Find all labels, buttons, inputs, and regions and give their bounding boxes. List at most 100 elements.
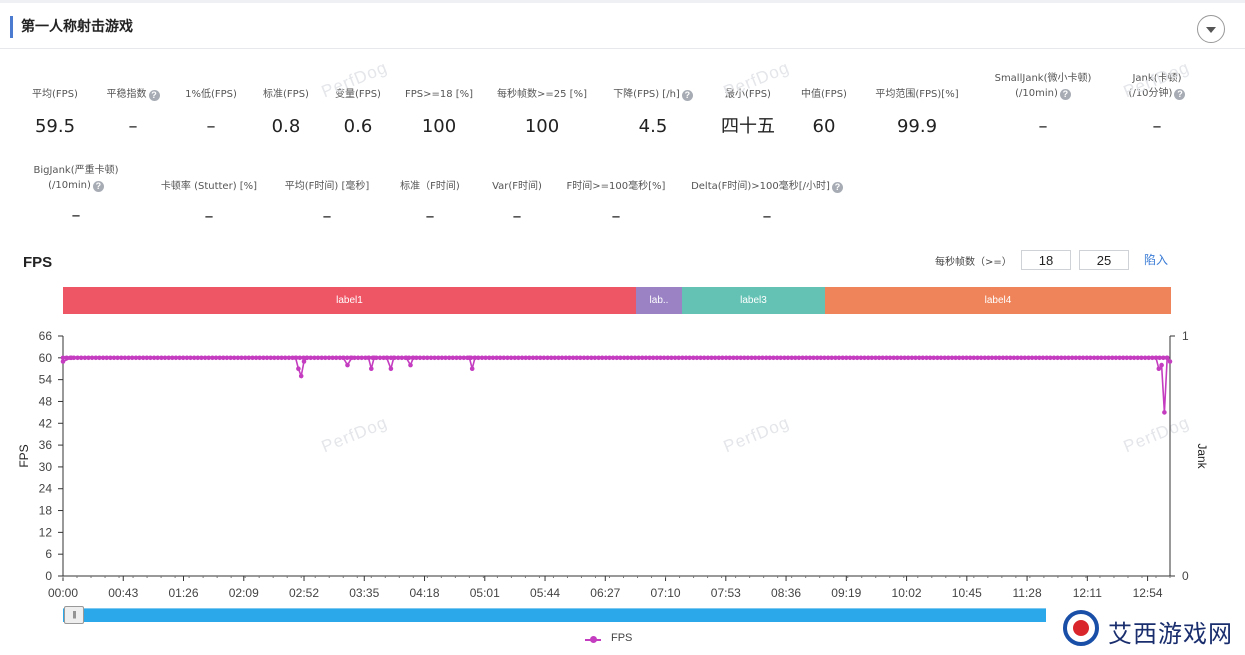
fps-point[interactable]: [964, 355, 969, 361]
fps-point[interactable]: [1000, 355, 1006, 361]
fps-point[interactable]: [898, 355, 904, 361]
fps-point[interactable]: [1139, 355, 1144, 361]
fps-point[interactable]: [818, 355, 824, 361]
fps-point[interactable]: [512, 355, 518, 361]
fps-point[interactable]: [1059, 355, 1064, 361]
fps-point[interactable]: [1110, 355, 1115, 361]
fps-point[interactable]: [982, 355, 988, 361]
fps-point[interactable]: [75, 355, 80, 361]
fps-point[interactable]: [712, 355, 718, 361]
fps-point[interactable]: [173, 355, 179, 361]
fps-point[interactable]: [461, 355, 467, 361]
fps-point[interactable]: [847, 355, 853, 361]
fps-point[interactable]: [315, 355, 321, 361]
fps-point[interactable]: [377, 355, 383, 361]
fps-point[interactable]: [297, 355, 303, 361]
fps-point[interactable]: [654, 355, 660, 361]
fps-point[interactable]: [548, 355, 554, 361]
fps-point[interactable]: [927, 355, 933, 361]
fps-point[interactable]: [771, 355, 776, 361]
fps-point[interactable]: [534, 355, 539, 361]
fps-point[interactable]: [723, 355, 729, 361]
fps-point[interactable]: [355, 355, 361, 361]
fps-point[interactable]: [191, 355, 197, 361]
fps-point[interactable]: [384, 355, 390, 361]
fps-point[interactable]: [931, 355, 936, 361]
fps-point[interactable]: [1077, 355, 1082, 361]
fps-point[interactable]: [89, 355, 95, 361]
fps-point[interactable]: [749, 355, 754, 361]
fps-point[interactable]: [592, 355, 598, 361]
fps-point[interactable]: [487, 355, 492, 361]
fps-point[interactable]: [698, 355, 703, 361]
fps-point[interactable]: [235, 355, 241, 361]
fps-point[interactable]: [1153, 355, 1159, 361]
fps-point[interactable]: [1033, 355, 1039, 361]
fps-point[interactable]: [556, 355, 561, 361]
fps-point[interactable]: [490, 355, 496, 361]
fps-point[interactable]: [137, 355, 142, 361]
fps-point[interactable]: [472, 355, 478, 361]
fps-point[interactable]: [483, 355, 488, 361]
fps-point[interactable]: [1044, 355, 1049, 361]
fps-point[interactable]: [417, 355, 423, 361]
fps-point[interactable]: [425, 355, 430, 361]
fps-point[interactable]: [916, 355, 922, 361]
fps-point[interactable]: [264, 355, 270, 361]
fps-point[interactable]: [989, 355, 995, 361]
fps-point[interactable]: [199, 355, 204, 361]
fps-point[interactable]: [541, 355, 547, 361]
fps-point[interactable]: [108, 355, 113, 361]
fps-point[interactable]: [665, 355, 671, 361]
fps-point[interactable]: [371, 355, 377, 361]
fps-point[interactable]: [1156, 366, 1162, 371]
fps-point[interactable]: [829, 355, 834, 361]
fps-point[interactable]: [388, 366, 394, 371]
fps-point[interactable]: [803, 355, 809, 361]
fps-point[interactable]: [359, 355, 365, 361]
fps-point[interactable]: [807, 355, 813, 361]
fps-point[interactable]: [752, 355, 758, 361]
fps-point[interactable]: [567, 355, 572, 361]
label-segment-3[interactable]: label3: [682, 287, 825, 314]
fps-point[interactable]: [326, 355, 332, 361]
fps-point[interactable]: [691, 355, 696, 361]
fps-point[interactable]: [745, 355, 751, 361]
fps-point[interactable]: [345, 362, 350, 368]
fps-point[interactable]: [411, 355, 416, 361]
fps-point[interactable]: [1022, 355, 1028, 361]
fps-point[interactable]: [1135, 355, 1141, 361]
fps-point[interactable]: [148, 355, 153, 361]
fps-point[interactable]: [672, 355, 678, 361]
legend-fps[interactable]: FPS: [611, 632, 633, 644]
fps-point[interactable]: [661, 355, 667, 361]
fps-point[interactable]: [640, 355, 645, 361]
fps-point[interactable]: [552, 355, 558, 361]
fps-point[interactable]: [78, 355, 84, 361]
fps-point[interactable]: [184, 355, 190, 361]
fps-point[interactable]: [1073, 355, 1079, 361]
threshold-input-1[interactable]: [1021, 250, 1071, 270]
fps-point[interactable]: [301, 359, 307, 364]
fps-point[interactable]: [924, 355, 929, 361]
fps-point[interactable]: [793, 355, 798, 361]
fps-point[interactable]: [206, 355, 211, 361]
fps-point[interactable]: [935, 355, 940, 361]
fps-point[interactable]: [738, 355, 743, 361]
fps-point[interactable]: [559, 355, 565, 361]
fps-point[interactable]: [454, 355, 459, 361]
fps-point[interactable]: [476, 355, 481, 361]
fps-point[interactable]: [1004, 355, 1009, 361]
fps-point[interactable]: [895, 355, 900, 361]
fps-point[interactable]: [833, 355, 838, 361]
fps-point[interactable]: [391, 355, 397, 361]
fps-point[interactable]: [369, 366, 374, 371]
fps-point[interactable]: [621, 355, 627, 361]
fps-point[interactable]: [457, 355, 463, 361]
fps-point[interactable]: [323, 355, 328, 361]
fps-point[interactable]: [1167, 359, 1173, 364]
fps-point[interactable]: [242, 355, 248, 361]
fps-point[interactable]: [650, 355, 656, 361]
fps-point[interactable]: [774, 355, 780, 361]
fps-point[interactable]: [202, 355, 208, 361]
